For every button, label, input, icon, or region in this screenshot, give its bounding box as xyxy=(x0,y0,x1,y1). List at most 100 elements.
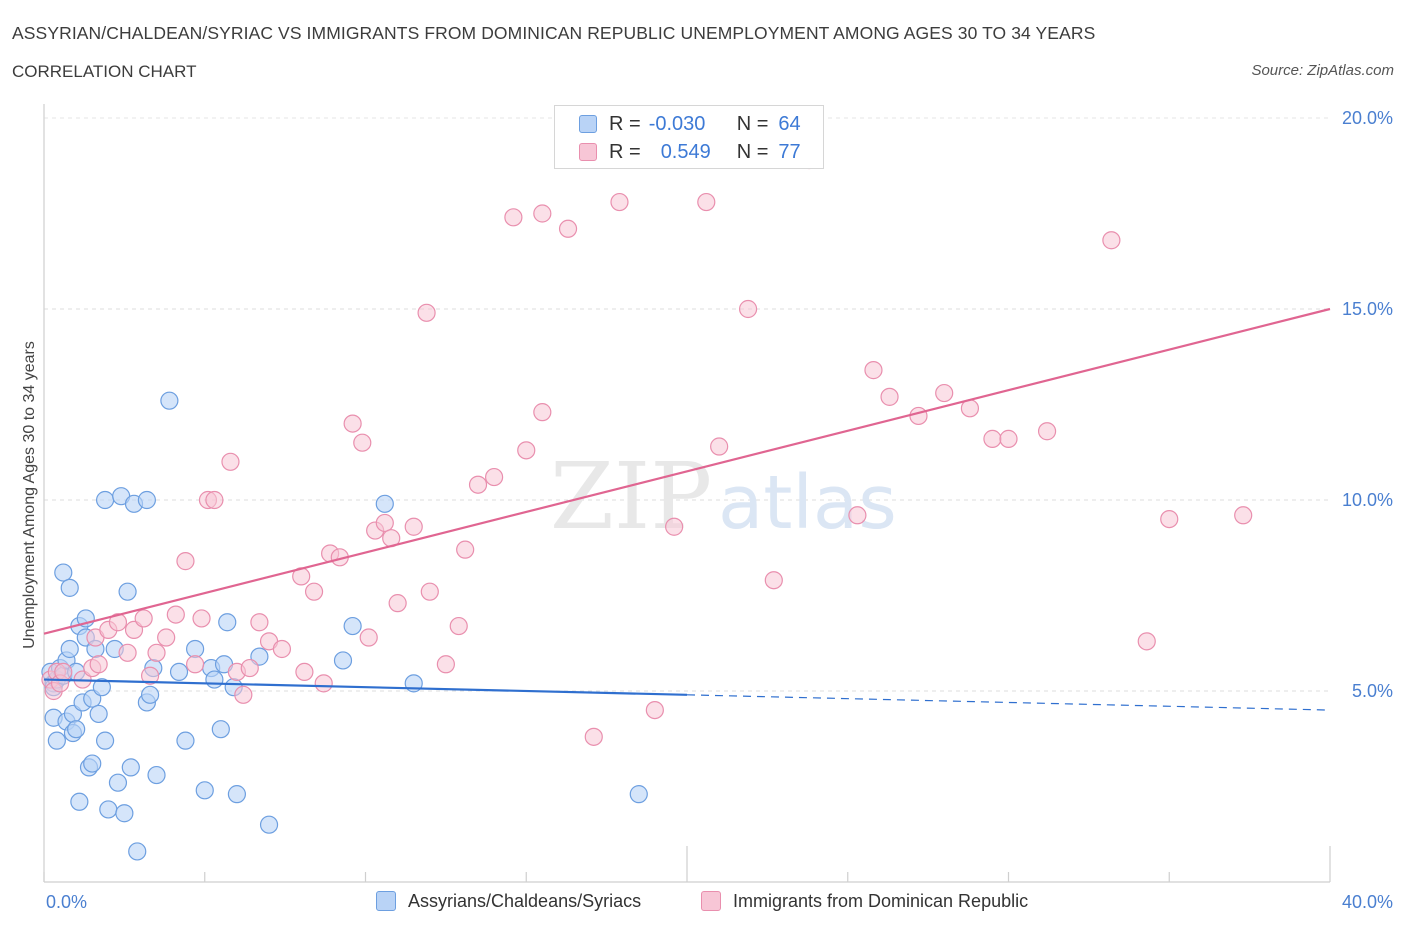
legend-n-value: 77 xyxy=(778,140,801,163)
y-tick-label: 20.0% xyxy=(1342,108,1393,128)
data-point-pink xyxy=(147,643,166,662)
data-point-pink xyxy=(240,658,259,678)
data-point-blue xyxy=(92,678,111,697)
data-point-blue xyxy=(160,391,179,410)
data-point-blue xyxy=(99,800,118,819)
legend-swatch-pink xyxy=(579,143,597,161)
bottom-legend-label-pink: Immigrants from Dominican Republic xyxy=(733,890,1029,911)
data-point-blue xyxy=(140,685,160,704)
y-tick-label: 15.0% xyxy=(1342,299,1393,319)
data-point-blue xyxy=(54,563,73,582)
data-point-pink xyxy=(166,605,185,624)
legend-row-blue: R = -0.030 N = 64 xyxy=(579,112,801,136)
data-point-pink xyxy=(234,685,253,704)
bottom-legend-swatch-pink xyxy=(701,891,721,911)
bottom-legend-label-blue: Assyrians/Chaldeans/Syriacs xyxy=(408,890,642,911)
data-point-pink xyxy=(359,628,378,647)
data-point-pink xyxy=(645,700,664,720)
x-tick-label: 0.0% xyxy=(46,892,87,912)
data-point-pink xyxy=(134,609,153,628)
data-point-blue xyxy=(60,639,79,659)
chart-title: ASSYRIAN/CHALDEAN/SYRIAC VS IMMIGRANTS F… xyxy=(12,23,1096,43)
data-point-pink xyxy=(250,613,269,632)
data-point-pink xyxy=(343,414,362,433)
data-point-blue xyxy=(169,662,189,682)
data-point-blue xyxy=(186,639,205,659)
data-point-blue xyxy=(70,792,89,811)
data-point-pink xyxy=(314,674,333,693)
data-point-pink xyxy=(610,192,629,212)
data-point-pink xyxy=(404,517,423,536)
x-tick-label: 40.0% xyxy=(1342,892,1393,912)
data-point-blue xyxy=(259,815,279,834)
data-point-pink xyxy=(118,643,137,662)
data-point-pink xyxy=(456,540,475,559)
data-point-blue xyxy=(195,781,214,800)
bottom-legend-swatch-blue xyxy=(376,891,396,911)
data-point-blue xyxy=(108,773,128,792)
legend-r-value: 0.549 xyxy=(660,140,711,163)
watermark: ZIP atlas xyxy=(550,443,897,550)
grid-lines xyxy=(44,117,1330,692)
data-point-pink xyxy=(420,582,439,601)
data-point-pink xyxy=(388,594,407,613)
data-point-blue xyxy=(137,490,156,510)
legend-row-pink: R = 0.549 N = 77 xyxy=(579,140,801,164)
legend-swatch-blue xyxy=(579,115,597,133)
chart-subtitle: CORRELATION CHART xyxy=(12,62,197,81)
legend-n-value: 64 xyxy=(778,112,801,135)
trend-lines xyxy=(43,307,1331,711)
data-point-pink xyxy=(449,616,468,636)
data-point-pink xyxy=(468,475,488,494)
watermark-atlas: atlas xyxy=(718,460,897,546)
data-point-pink xyxy=(186,655,205,674)
data-point-pink xyxy=(485,467,504,487)
data-point-pink xyxy=(517,441,536,460)
legend-r-label: R = xyxy=(609,112,641,135)
data-point-pink xyxy=(304,582,324,601)
data-point-pink xyxy=(1037,422,1057,441)
data-point-pink xyxy=(1137,632,1156,651)
data-point-blue xyxy=(115,804,134,823)
data-point-pink xyxy=(533,204,552,223)
data-point-pink xyxy=(1234,506,1253,525)
data-point-pink xyxy=(533,403,552,422)
legend-n-label: N = xyxy=(736,112,769,135)
data-point-pink xyxy=(764,571,783,590)
data-point-blue xyxy=(343,616,362,636)
data-point-blue xyxy=(95,490,115,510)
legend-n-label: N = xyxy=(736,140,769,163)
bottom-legend-item-pink: Immigrants from Dominican Republic xyxy=(701,888,1028,914)
data-point-pink xyxy=(375,513,394,533)
data-point-pink xyxy=(665,517,684,536)
data-point-pink xyxy=(935,383,954,403)
y-tick-label: 10.0% xyxy=(1342,490,1393,510)
data-point-blue xyxy=(629,785,648,804)
data-point-blue xyxy=(118,582,137,601)
data-point-pink xyxy=(558,219,578,238)
trend-line-blue xyxy=(43,678,688,696)
data-point-pink xyxy=(738,299,758,319)
data-point-pink xyxy=(295,662,314,682)
data-point-pink xyxy=(140,666,160,685)
data-point-pink xyxy=(272,639,292,659)
data-point-blue xyxy=(89,704,108,724)
data-point-pink xyxy=(999,429,1018,448)
data-point-pink xyxy=(353,433,372,452)
tick-labels: 5.0% 10.0% 15.0% 20.0% 0.0% 40.0% xyxy=(46,108,1393,912)
data-point-blue xyxy=(205,670,224,689)
data-point-pink xyxy=(417,303,436,322)
data-point-blue xyxy=(176,731,195,750)
data-point-pink xyxy=(909,406,928,426)
data-point-blue xyxy=(227,785,246,804)
data-point-pink xyxy=(54,662,73,682)
data-point-blue xyxy=(47,731,66,750)
data-point-pink xyxy=(710,437,729,456)
data-point-pink xyxy=(504,208,523,227)
data-point-pink xyxy=(1160,509,1179,529)
data-point-blue xyxy=(211,720,230,739)
data-point-pink xyxy=(584,727,603,746)
data-point-blue xyxy=(83,754,102,773)
legend-r-value: -0.030 xyxy=(648,112,706,135)
